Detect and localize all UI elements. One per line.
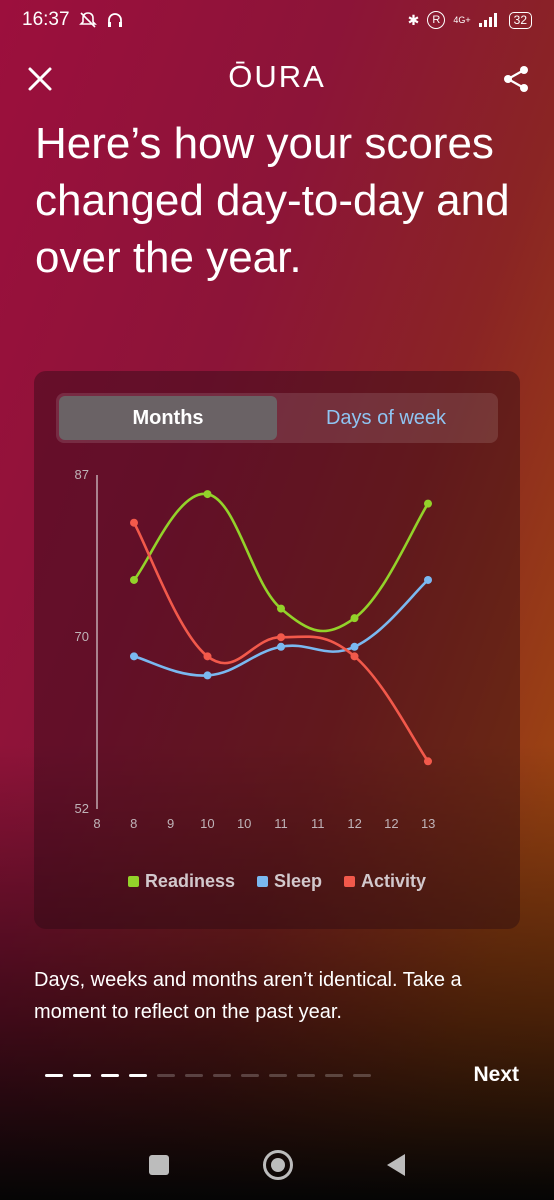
x-tick-label: 12 <box>347 816 361 831</box>
recents-icon[interactable] <box>149 1155 169 1175</box>
data-point-readiness <box>203 490 212 499</box>
registered-icon: R <box>427 11 446 29</box>
data-point-readiness <box>277 604 285 613</box>
y-tick-label: 52 <box>75 801 89 816</box>
status-left: 16:37 <box>22 9 124 31</box>
page-dot <box>157 1074 175 1077</box>
legend-activity: Activity <box>344 871 426 892</box>
legend-label-sleep: Sleep <box>273 871 323 891</box>
scores-line-chart: 87 70 52 8 8 9 10 10 11 11 12 12 13 <box>75 467 436 831</box>
series-line-sleep <box>133 579 429 677</box>
series-line-activity <box>132 522 430 763</box>
muted-bell-icon <box>78 12 97 28</box>
x-tick-label: 8 <box>130 816 137 831</box>
bluetooth-icon: ✱ <box>407 11 420 28</box>
legend-swatch-activity <box>344 876 356 887</box>
data-point-activity <box>350 652 359 661</box>
x-tick-label: 11 <box>311 816 325 831</box>
data-point-readiness <box>130 575 138 584</box>
next-button[interactable]: Next <box>473 1063 519 1086</box>
x-tick-label: 9 <box>167 816 174 831</box>
data-point-sleep <box>277 642 285 651</box>
tab-switcher: Months Days of week <box>56 393 498 443</box>
data-point-activity <box>203 652 212 661</box>
page-dot <box>297 1074 315 1077</box>
data-point-sleep <box>350 642 359 651</box>
data-point-readiness <box>350 614 359 623</box>
legend-label-readiness: Readiness <box>144 871 235 891</box>
x-tick-label: 11 <box>274 816 288 831</box>
data-point-activity <box>130 518 138 527</box>
status-bar: 16:37 ✱ R 4G+ 32 <box>0 0 554 40</box>
network-type: 4G+ <box>453 15 471 25</box>
legend-label-activity: Activity <box>361 871 427 891</box>
page-headline: Here’s how your scores changed day-to-da… <box>35 119 510 282</box>
x-tick-label: 10 <box>200 816 214 831</box>
data-point-sleep <box>424 575 432 584</box>
x-tick-label: 13 <box>421 816 435 831</box>
legend-swatch-readiness <box>127 876 139 887</box>
y-tick-label: 70 <box>75 629 89 644</box>
page-dot <box>325 1074 343 1077</box>
legend-swatch-sleep <box>256 876 268 887</box>
signal-icon <box>478 13 497 27</box>
page-dot <box>129 1074 147 1077</box>
page-dot <box>269 1074 287 1077</box>
share-icon[interactable] <box>498 61 534 97</box>
page-dot <box>353 1074 371 1077</box>
system-nav-bar <box>0 1130 554 1200</box>
chart-legend: Readiness Sleep Activity <box>34 871 520 892</box>
tab-days-of-week[interactable]: Days of week <box>325 406 447 429</box>
page-dot <box>241 1074 259 1077</box>
description-text: Days, weeks and months aren’t identical.… <box>34 969 462 1023</box>
data-point-activity <box>277 633 285 642</box>
page-dot <box>73 1074 91 1077</box>
series-line-readiness <box>132 492 430 633</box>
legend-sleep: Sleep <box>256 871 323 892</box>
top-bar: ŌURA <box>0 55 554 103</box>
status-right: ✱ R 4G+ 32 <box>408 11 532 29</box>
data-point-sleep <box>203 671 212 680</box>
page-dot <box>45 1074 63 1077</box>
x-tick-label: 12 <box>384 816 398 831</box>
battery-indicator: 32 <box>508 11 532 29</box>
chart-card: Months Days of week 87 70 52 8 8 9 10 10 11 11 12 1… <box>34 371 520 929</box>
x-tick-label: 8 <box>93 816 100 831</box>
page-indicator <box>45 1074 371 1077</box>
x-tick-label: 10 <box>237 816 251 831</box>
headphones-icon <box>107 13 122 27</box>
tab-months[interactable]: Months <box>59 396 277 440</box>
y-tick-label: 87 <box>75 467 89 482</box>
brand-logo: ŌURA <box>228 59 326 94</box>
data-point-readiness <box>424 499 432 508</box>
page-dot <box>101 1074 119 1077</box>
legend-readiness: Readiness <box>127 871 235 892</box>
close-icon[interactable] <box>22 61 58 97</box>
clock: 16:37 <box>22 9 70 30</box>
data-point-activity <box>424 757 432 766</box>
back-icon[interactable] <box>387 1154 405 1176</box>
page-dot <box>213 1074 231 1077</box>
home-icon[interactable] <box>263 1150 293 1180</box>
page-dot <box>185 1074 203 1077</box>
data-point-sleep <box>130 652 138 661</box>
